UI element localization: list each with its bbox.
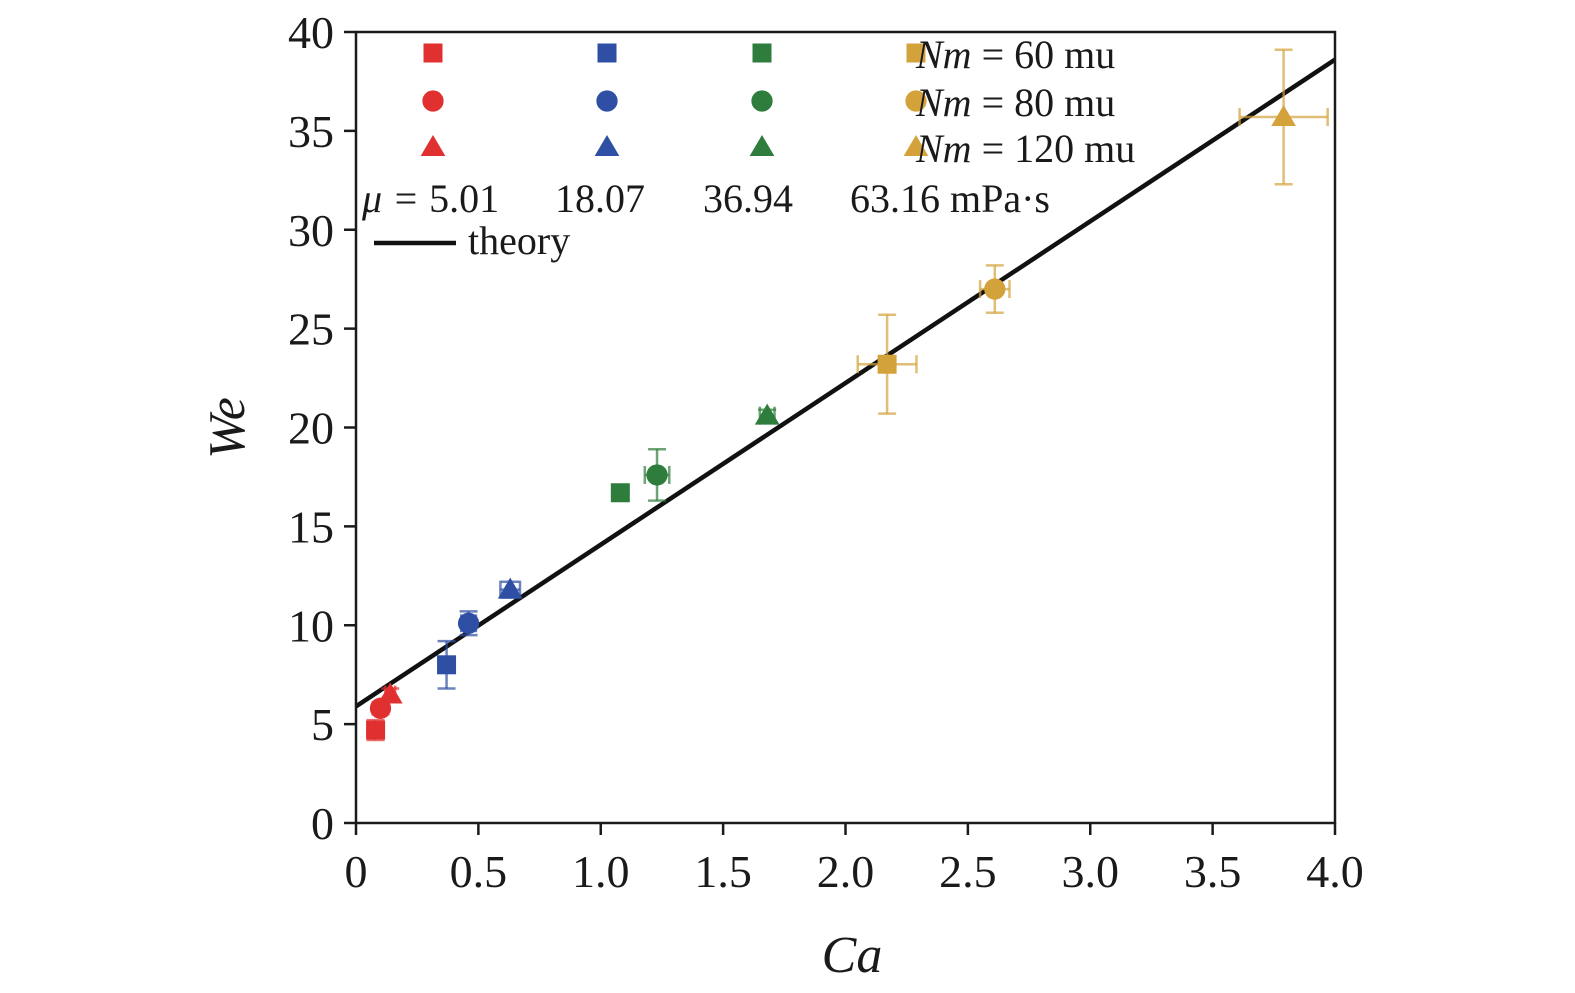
x-tick-label: 1.5 [694, 846, 752, 897]
legend-viscosity-5-01: μ = 5.01 [361, 176, 499, 221]
data-point-circle-mu-18-07 [457, 610, 480, 637]
legend-label-nm-60: Nm = 60 mu [915, 32, 1115, 77]
legend-marker-circle-mu-63-16 [905, 90, 927, 112]
data-marker-triangle [497, 577, 523, 599]
data-marker-square [437, 655, 457, 675]
x-tick-label: 2.0 [817, 846, 875, 897]
data-point-triangle-mu-5-01 [377, 682, 403, 704]
legend-marker-square-mu-36-94 [752, 43, 772, 63]
data-point-triangle-mu-18-07 [497, 577, 523, 599]
legend-marker-circle-mu-36-94 [751, 90, 773, 112]
legend-label-nm-80: Nm = 80 mu [915, 80, 1115, 125]
legend-marker-square-mu-18-07 [597, 43, 617, 63]
x-tick-label: 3.0 [1062, 846, 1120, 897]
data-point-square-mu-36-94 [610, 483, 630, 503]
y-tick-label: 0 [311, 798, 334, 849]
data-marker-triangle [377, 682, 403, 704]
data-marker-circle [457, 612, 480, 634]
data-marker-circle [984, 278, 1006, 300]
plot-frame [354, 30, 1337, 825]
x-tick-label: 3.5 [1184, 846, 1242, 897]
data-marker-square [366, 720, 386, 740]
legend-marker-triangle-mu-5-01 [420, 135, 446, 156]
legend-marker-circle-mu-18-07 [596, 90, 618, 112]
data-point-triangle-mu-63-16 [1238, 48, 1329, 186]
y-tick-label: 30 [288, 205, 334, 256]
legend-marker-square-mu-63-16 [906, 43, 926, 63]
data-marker-triangle [1271, 105, 1296, 127]
data-marker-square [877, 354, 897, 374]
x-axis-label: Ca [822, 927, 883, 984]
y-tick-label: 35 [288, 106, 334, 157]
data-point-triangle-mu-36-94 [754, 403, 780, 425]
data-point-square-mu-63-16 [856, 313, 918, 415]
legend-marker-square-mu-5-01 [423, 43, 443, 63]
data-point-square-mu-18-07 [437, 639, 457, 690]
legend-theory-label: theory [468, 218, 570, 263]
theory-line [354, 57, 1337, 709]
data-point-square-mu-5-01 [366, 718, 386, 742]
y-axis-label: We [199, 397, 256, 459]
data-point-circle-mu-36-94 [643, 448, 671, 502]
legend-marker-circle-mu-5-01 [422, 90, 444, 112]
y-tick-label: 25 [288, 304, 334, 355]
x-tick-label: 1.0 [572, 846, 630, 897]
y-tick-label: 20 [288, 403, 334, 454]
y-tick-label: 5 [311, 699, 334, 750]
legend-marker-triangle-mu-18-07 [594, 135, 620, 156]
data-marker-triangle [754, 403, 780, 425]
legend: Nm = 60 mu Nm = 80 mu Nm = 120 mu μ = 5.… [361, 32, 1135, 263]
data-marker-square [610, 483, 630, 503]
y-tick-label: 15 [288, 501, 334, 552]
legend-viscosity-63-16: 63.16 mPa·s [850, 176, 1050, 221]
legend-viscosity-36-94: 36.94 [703, 176, 793, 221]
data-marker-circle [646, 464, 668, 486]
legend-label-nm-120: Nm = 120 mu [915, 126, 1135, 171]
legend-marker-triangle-mu-36-94 [749, 135, 775, 156]
x-tick-label: 0 [345, 846, 368, 897]
y-tick-label: 10 [288, 600, 334, 651]
x-tick-label: 0.5 [450, 846, 508, 897]
legend-viscosity-18-07: 18.07 [555, 176, 645, 221]
x-tick-label: 4.0 [1306, 846, 1364, 897]
data-point-circle-mu-63-16 [978, 264, 1011, 315]
legend-marker-triangle-mu-63-16 [903, 135, 929, 156]
x-tick-label: 2.5 [939, 846, 997, 897]
y-tick-label: 40 [288, 7, 334, 58]
